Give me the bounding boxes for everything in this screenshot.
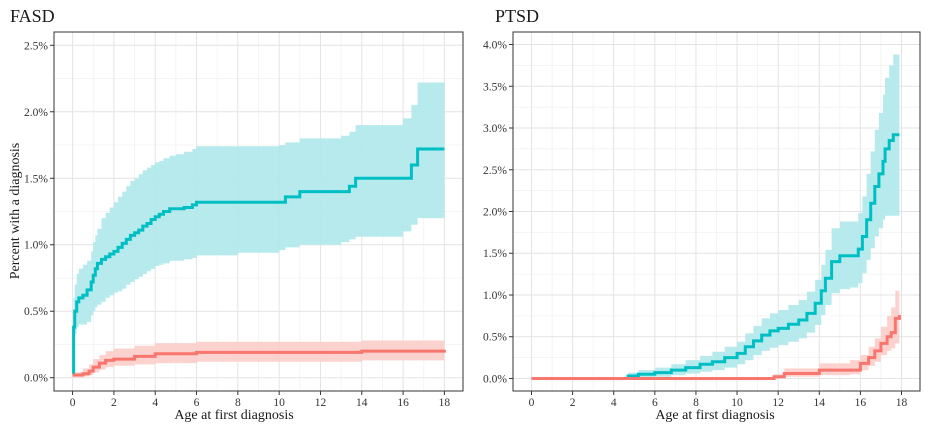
fasd-plot-frame xyxy=(53,31,464,392)
fasd-x-tick-label: 6 xyxy=(194,397,200,409)
fasd-y-tick-label: 2.5% xyxy=(24,40,48,52)
fasd-x-tick-label: 4 xyxy=(152,397,158,409)
ptsd-y-tick-label: 3.0% xyxy=(483,123,507,135)
fasd-x-tick-label: 2 xyxy=(111,397,117,409)
fasd-x-tick-label: 0 xyxy=(70,397,76,409)
ptsd-x-tick-label: 10 xyxy=(731,397,743,409)
ptsd-series-cyan-line xyxy=(531,133,900,380)
ptsd-series-cyan-ci-band xyxy=(531,54,900,379)
ptsd-x-tick-label: 12 xyxy=(772,397,784,409)
ptsd-x-axis-title: Age at first diagnosis xyxy=(655,408,774,423)
fasd-x-tick-label: 18 xyxy=(439,397,451,409)
fasd-x-tick-label: 14 xyxy=(356,397,368,409)
fasd-y-tick-label: 0.0% xyxy=(24,373,48,385)
fasd-series-red-line xyxy=(72,349,446,377)
ptsd-y-tick-label: 0.0% xyxy=(483,373,507,385)
fasd-series-cyan-line xyxy=(72,147,445,376)
ptsd-y-tick-label: 4.0% xyxy=(483,40,507,52)
fasd-x-tick-label: 8 xyxy=(235,397,241,409)
ptsd-y-tick-label: 1.0% xyxy=(483,290,507,302)
ptsd-x-tick-label: 6 xyxy=(652,397,658,409)
ptsd-panel: PTSD Age at first diagnosis 0 2 4 6 8 10 12 14 1… xyxy=(483,6,921,423)
ptsd-series-red-line xyxy=(531,315,901,380)
ptsd-y-tick-label: 3.5% xyxy=(483,81,507,93)
fasd-y-tick-label: 2.0% xyxy=(24,107,48,119)
ptsd-x-tick-label: 8 xyxy=(693,397,699,409)
ptsd-x-tick-label: 2 xyxy=(570,397,576,409)
fasd-series-red-ci-band xyxy=(72,335,445,378)
ptsd-y-tick-label: 1.5% xyxy=(483,248,507,260)
fasd-panel-title: FASD xyxy=(10,6,55,26)
fasd-y-tick-label: 1.0% xyxy=(24,240,48,252)
fasd-y-tick-label: 1.5% xyxy=(24,173,48,185)
fasd-x-axis-title: Age at first diagnosis xyxy=(174,408,293,423)
ptsd-x-tick-label: 16 xyxy=(855,397,867,409)
ptsd-x-tick-label: 4 xyxy=(611,397,617,409)
ptsd-x-tick-label: 14 xyxy=(814,397,826,409)
ptsd-y-tick-label: 2.0% xyxy=(483,207,507,219)
ptsd-series-red-ci-band xyxy=(531,278,900,379)
fasd-series-cyan-ci-band xyxy=(72,81,445,378)
ptsd-y-tick-label: 2.5% xyxy=(483,165,507,177)
fasd-y-tick-label: 0.5% xyxy=(24,306,48,318)
fasd-y-axis-title: Percent with a diagnosis xyxy=(8,143,23,279)
ptsd-x-tick-label: 18 xyxy=(896,397,908,409)
fasd-x-tick-label: 12 xyxy=(315,397,327,409)
ptsd-panel-title: PTSD xyxy=(495,6,539,26)
ptsd-y-tick-label: 0.5% xyxy=(483,332,507,344)
fasd-panel: FASD Age at first diagnosis Percent with… xyxy=(8,6,464,423)
fasd-x-tick-label: 16 xyxy=(397,397,409,409)
ptsd-x-tick-label: 0 xyxy=(529,397,535,409)
fasd-x-tick-label: 10 xyxy=(273,397,285,409)
